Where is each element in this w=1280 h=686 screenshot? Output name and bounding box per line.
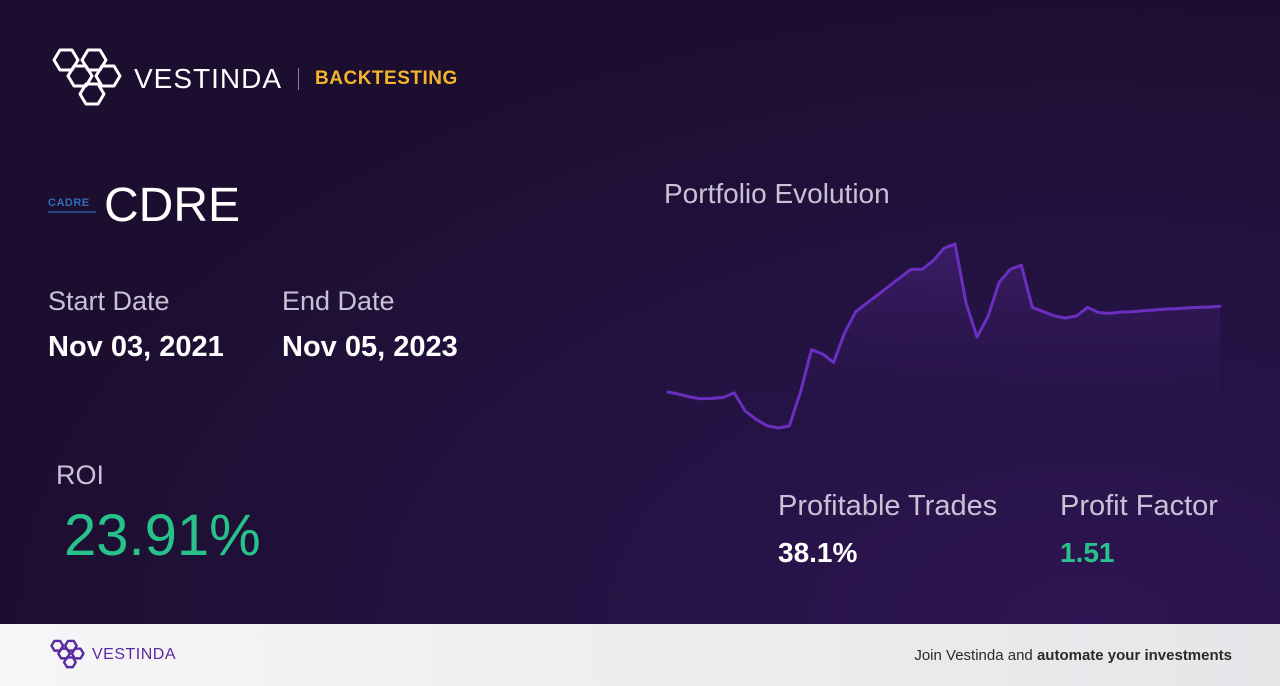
footer-brand-name: VESTINDA bbox=[92, 646, 177, 663]
profit-factor-label: Profit Factor bbox=[1060, 490, 1218, 522]
company-logo: CADRE bbox=[48, 198, 98, 214]
start-date-label: Start Date bbox=[48, 286, 170, 316]
brand-name: VESTINDA bbox=[134, 63, 283, 94]
end-date-block: End Date Nov 05, 2023 bbox=[282, 286, 458, 364]
brand-divider bbox=[298, 68, 300, 90]
end-date-value: Nov 05, 2023 bbox=[282, 331, 458, 363]
vestinda-footer-logo-icon bbox=[50, 639, 85, 669]
profit-factor-value: 1.51 bbox=[1060, 537, 1115, 568]
footer-cta-prefix: Join Vestinda and bbox=[914, 646, 1037, 664]
footer-bar: VESTINDA Join Vestinda and automate your… bbox=[0, 624, 1280, 686]
start-date-value: Nov 03, 2021 bbox=[48, 331, 224, 363]
roi-value: 23.91% bbox=[64, 503, 261, 568]
vestinda-logo-icon bbox=[52, 48, 122, 106]
chart-title: Portfolio Evolution bbox=[664, 178, 890, 209]
profit-factor-block: Profit Factor 1.51 bbox=[1060, 490, 1218, 569]
backtest-card: VESTINDA BACKTESTING CADRE CDRE Start Da… bbox=[0, 0, 1280, 624]
company-logo-text: CADRE bbox=[48, 197, 90, 209]
profitable-trades-label: Profitable Trades bbox=[778, 490, 998, 522]
chart-area bbox=[668, 244, 1220, 428]
brand-tag: BACKTESTING bbox=[315, 68, 458, 89]
footer-brand[interactable]: VESTINDA bbox=[48, 639, 176, 671]
portfolio-chart bbox=[666, 242, 1222, 430]
start-date-block: Start Date Nov 03, 2021 bbox=[48, 286, 224, 364]
footer-cta-bold: automate your investments bbox=[1036, 646, 1232, 664]
roi-label: ROI bbox=[56, 460, 105, 490]
footer-cta[interactable]: Join Vestinda and automate your investme… bbox=[914, 647, 1232, 664]
profitable-trades-value: 38.1% bbox=[778, 537, 858, 568]
end-date-label: End Date bbox=[282, 286, 395, 316]
brand-header: VESTINDA BACKTESTING bbox=[48, 46, 458, 112]
ticker-symbol: CDRE bbox=[104, 179, 241, 232]
chart-line bbox=[666, 242, 1222, 430]
company-logo-underline bbox=[48, 211, 96, 213]
ticker-row: CADRE CDRE bbox=[48, 178, 240, 233]
profitable-trades-block: Profitable Trades 38.1% bbox=[778, 490, 997, 569]
